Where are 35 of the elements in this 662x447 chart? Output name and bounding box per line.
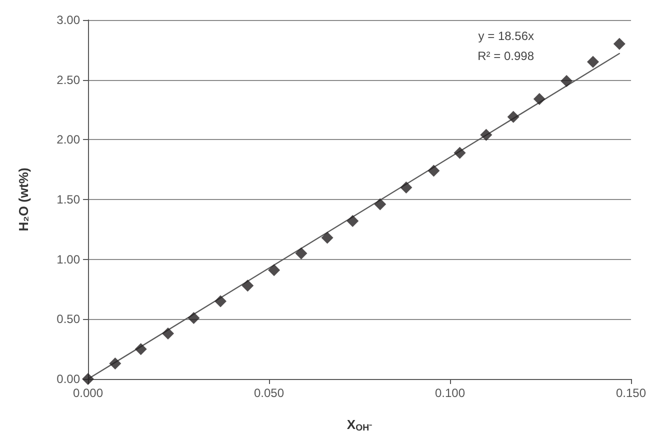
y-axis-title: H₂O (wt%) (16, 168, 31, 232)
y-tick-label: 1.00 (56, 252, 80, 266)
point (560, 75, 573, 88)
point (613, 38, 626, 50)
y-tick-label: 0.00 (56, 372, 80, 386)
y-tick-label: 2.00 (56, 132, 80, 147)
y-tick-label: 3.00 (56, 13, 80, 27)
point (586, 56, 599, 68)
point (507, 110, 520, 123)
annotation: R² = 0.998 (478, 49, 534, 63)
x-tick-label: 0.100 (434, 386, 466, 400)
point (242, 280, 254, 292)
y-tick-label: 2.50 (56, 72, 80, 87)
point (82, 373, 94, 385)
point (428, 164, 440, 177)
point (454, 146, 466, 159)
y-tick-label: 1.50 (56, 192, 80, 206)
point (109, 357, 122, 370)
point (321, 232, 334, 244)
point (400, 182, 412, 194)
x-tick-label: 0.050 (254, 386, 284, 400)
y-tick-label: 0.50 (56, 312, 80, 326)
point (162, 328, 174, 340)
point (295, 247, 308, 260)
point (134, 343, 147, 356)
point (533, 92, 546, 105)
annotation: y = 18.56x (478, 29, 534, 43)
x-tick-label: 0.000 (72, 386, 104, 400)
point (374, 198, 386, 210)
point (346, 215, 359, 228)
point (268, 264, 280, 276)
x-tick-label: 0.150 (616, 386, 646, 400)
point (214, 295, 226, 308)
point (188, 312, 200, 324)
point (480, 128, 492, 141)
